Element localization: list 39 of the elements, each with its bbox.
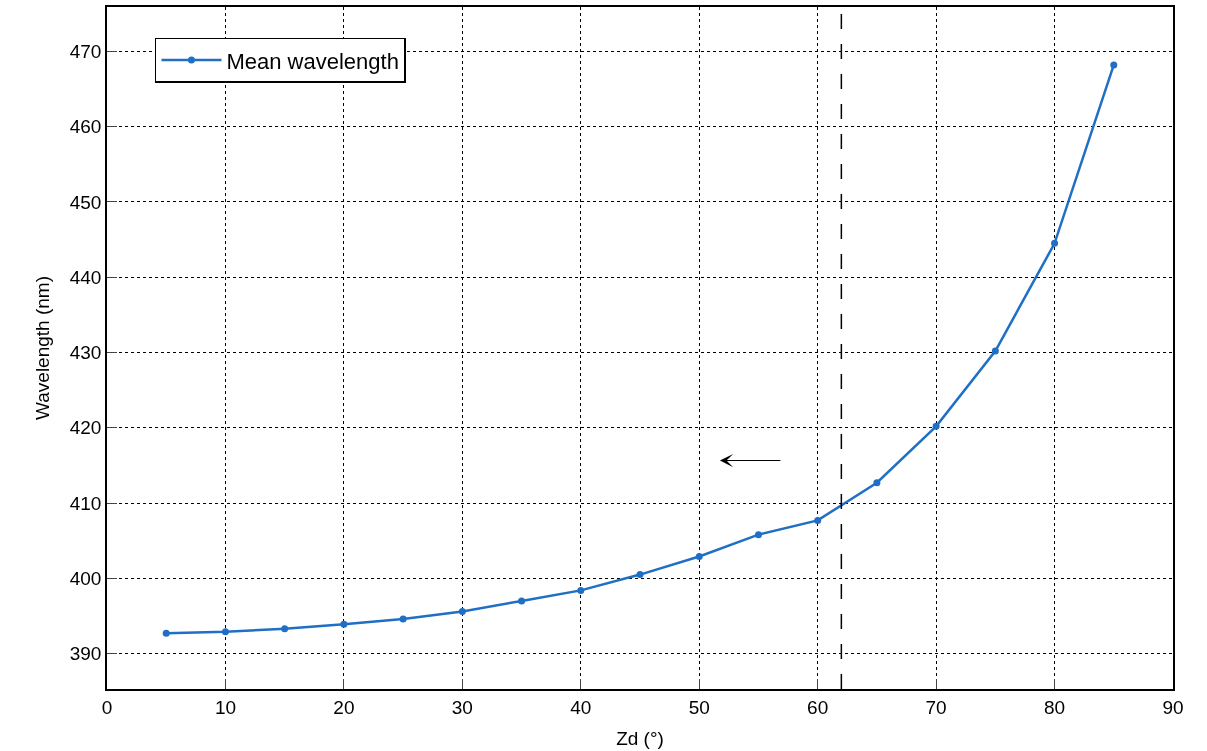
point [873, 479, 881, 487]
x-tick-label: 0 [101, 696, 113, 718]
y-axis-title: Wavelength (nm) [32, 276, 54, 420]
point [1110, 61, 1118, 69]
point [991, 347, 999, 355]
y-tick-label: 430 [69, 342, 102, 364]
y-tick-label: 450 [69, 191, 102, 213]
legend-label: Mean wavelength [226, 48, 399, 74]
point [636, 571, 644, 579]
x-tick-label: 30 [451, 696, 473, 718]
point [695, 553, 703, 561]
x-tick-label: 80 [1043, 696, 1066, 718]
point [1051, 239, 1059, 247]
point [518, 597, 526, 605]
point [458, 607, 466, 615]
point [577, 586, 585, 594]
point [754, 531, 762, 539]
point [932, 422, 940, 430]
point [340, 620, 348, 628]
x-tick-label: 20 [333, 696, 355, 718]
point [221, 628, 229, 636]
x-tick-label: 60 [807, 696, 829, 718]
point [281, 625, 289, 633]
x-tick-label: 40 [570, 696, 592, 718]
x-axis-title: Zd (°) [616, 727, 664, 749]
point [399, 615, 407, 623]
x-tick-label: 50 [688, 696, 710, 718]
x-tick-label: 90 [1162, 696, 1184, 718]
y-tick-label: 460 [69, 116, 102, 138]
y-tick-label: 410 [69, 492, 102, 514]
x-tick-label: 70 [925, 696, 947, 718]
point [814, 516, 822, 524]
x-tick-label: 10 [214, 696, 237, 718]
point [162, 629, 170, 637]
y-tick-label: 390 [69, 643, 102, 665]
y-tick-label: 400 [69, 567, 102, 589]
y-tick-label: 420 [69, 417, 102, 439]
y-tick-label: 440 [69, 266, 102, 288]
y-tick-label: 470 [69, 41, 102, 63]
